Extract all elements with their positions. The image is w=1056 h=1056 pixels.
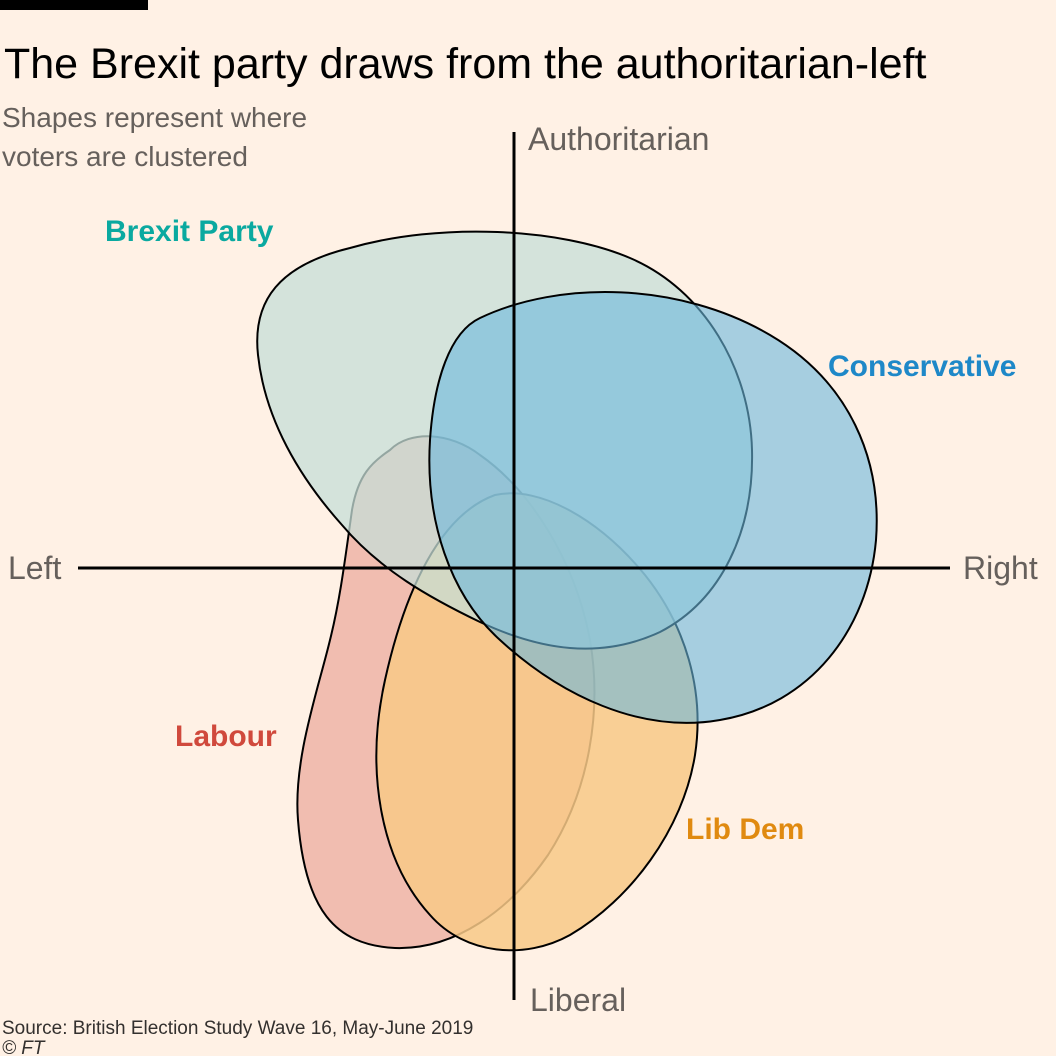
series-label-lib-dem: Lib Dem [686, 813, 804, 846]
axis-label-right: Right [963, 550, 1038, 586]
top-bar [0, 0, 148, 10]
copyright-note: © FT [2, 1038, 46, 1056]
series-label-conservative: Conservative [828, 350, 1016, 383]
axis-label-liberal: Liberal [530, 982, 626, 1018]
series-label-labour: Labour [175, 720, 277, 753]
chart-title: The Brexit party draws from the authorit… [4, 40, 927, 88]
source-note: Source: British Election Study Wave 16, … [2, 1018, 473, 1039]
chart-subtitle-line-2: voters are clustered [2, 141, 248, 172]
axis-label-left: Left [8, 550, 61, 586]
axis-label-authoritarian: Authoritarian [528, 121, 709, 157]
conservative-shape [428, 291, 878, 724]
cluster-shapes [256, 230, 878, 952]
series-label-brexit-party: Brexit Party [105, 215, 274, 248]
chart-subtitle-line-1: Shapes represent where [2, 102, 307, 133]
